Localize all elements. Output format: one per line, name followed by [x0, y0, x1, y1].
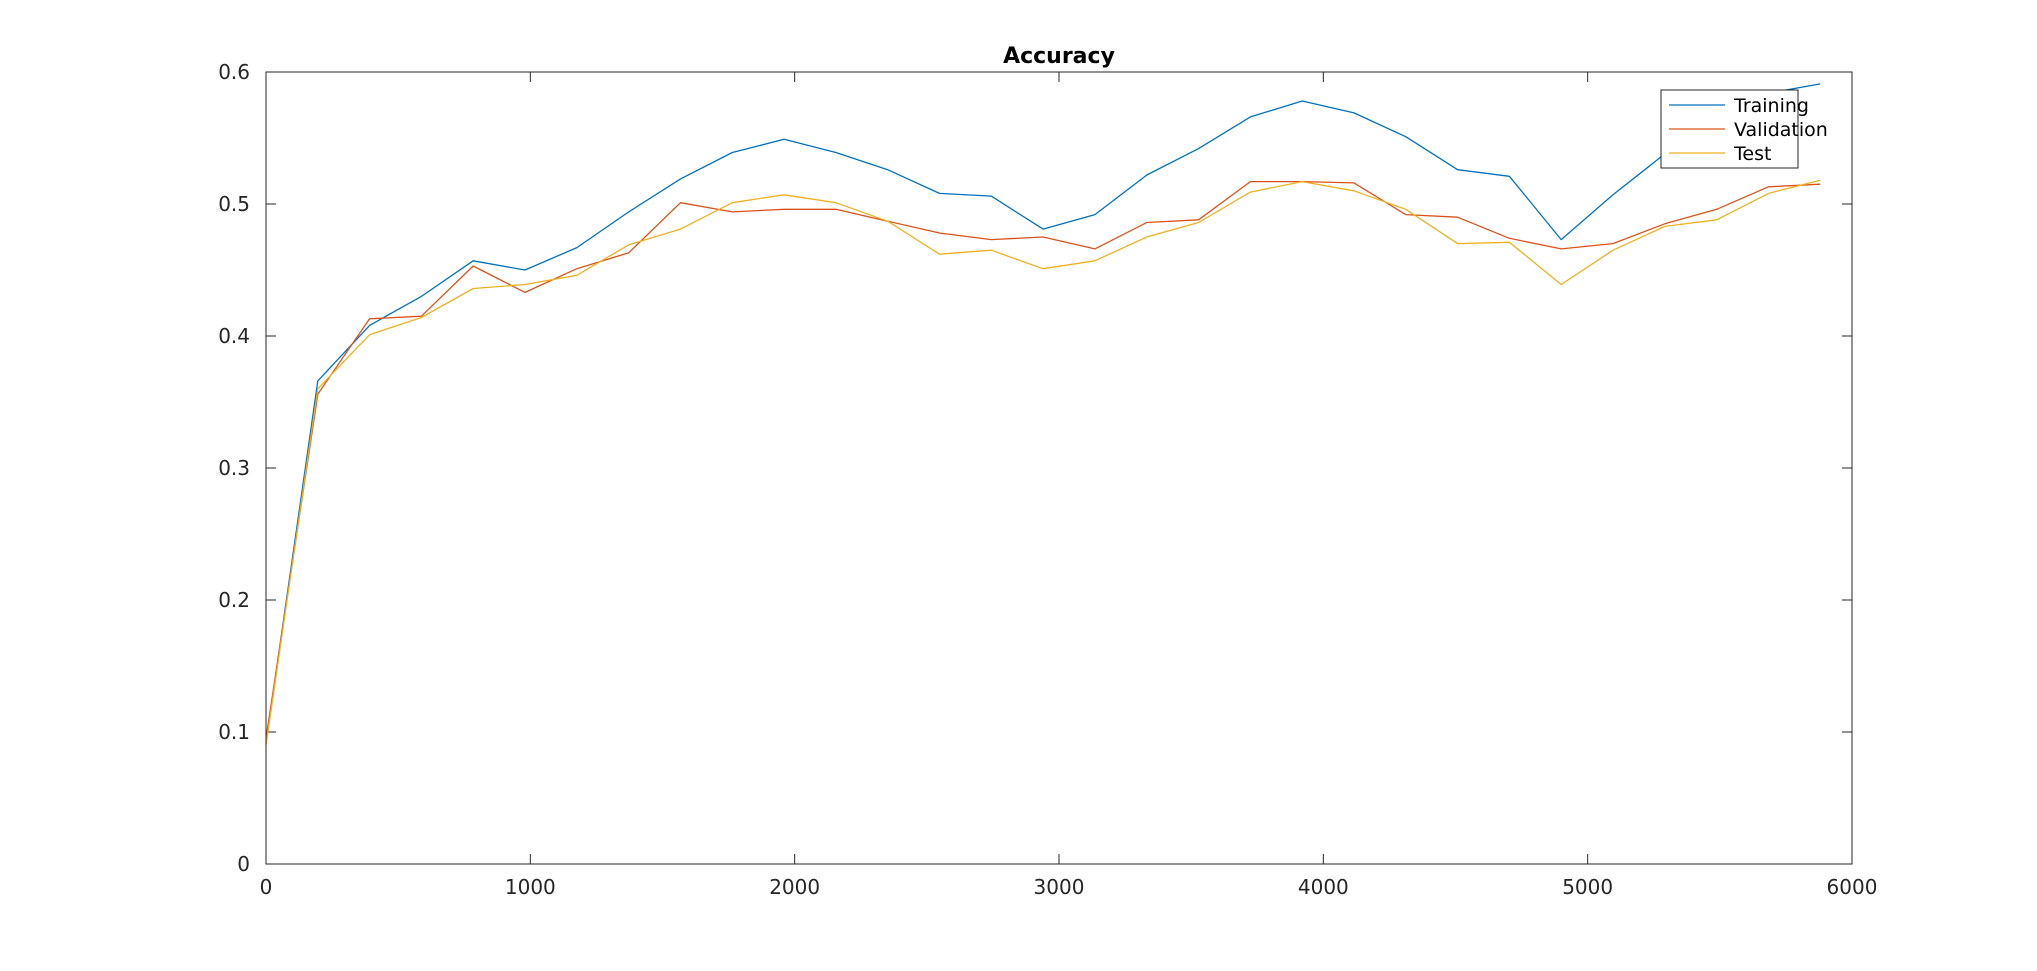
legend-label-validation: Validation — [1734, 119, 1828, 141]
series-line-test — [265, 179, 1821, 746]
legend-label-test: Test — [1733, 143, 1771, 165]
legend-label-training: Training — [1733, 95, 1809, 117]
x-tick-label: 0 — [260, 875, 273, 899]
y-tick-label: 0.6 — [218, 60, 250, 84]
y-tick-label: 0.5 — [218, 192, 250, 216]
series-line-training — [265, 83, 1821, 743]
y-tick-label: 0.1 — [218, 720, 250, 744]
series-line-validation — [265, 180, 1821, 739]
y-tick-label: 0.2 — [218, 588, 250, 612]
x-tick-label: 3000 — [1034, 875, 1085, 899]
chart-title: Accuracy — [1003, 44, 1115, 69]
x-tick-label: 4000 — [1298, 875, 1349, 899]
plot-area — [266, 72, 1852, 864]
series-layer — [265, 83, 1821, 746]
x-tick-label: 2000 — [769, 875, 820, 899]
x-tick-label: 6000 — [1827, 875, 1878, 899]
x-tick-label: 5000 — [1562, 875, 1613, 899]
ticks-layer: 0 1000 2000 3000 4000 5000 6000 0 0.1 0.2 0.3 0.4 0.… — [218, 60, 1877, 899]
y-tick-label: 0.4 — [218, 324, 250, 348]
plot-frame — [265, 71, 1853, 865]
y-tick-label: 0.3 — [218, 456, 250, 480]
x-tick-label: 1000 — [505, 875, 556, 899]
y-tick-label: 0 — [237, 852, 250, 876]
